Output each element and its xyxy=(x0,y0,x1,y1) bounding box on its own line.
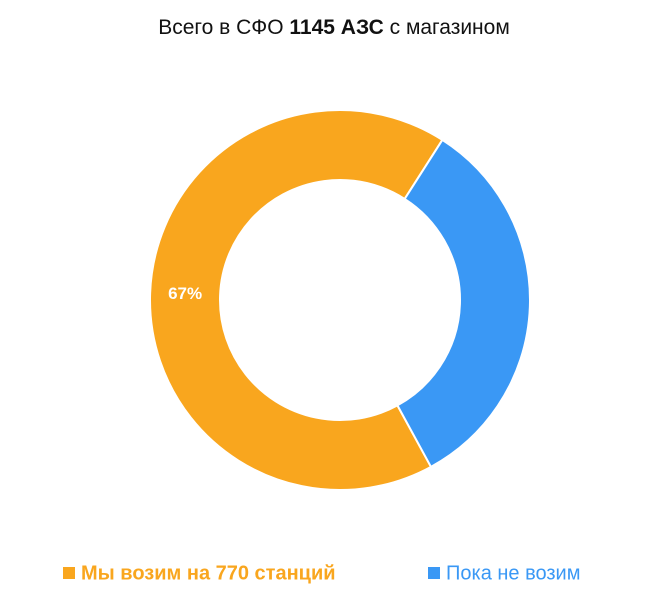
legend-label: Мы возим на 770 станций xyxy=(81,562,336,584)
donut-segment xyxy=(149,109,444,491)
title-part: 1145 АЗС xyxy=(289,16,383,39)
legend-swatch xyxy=(428,567,440,579)
chart-title: Всего в СФО 1145 АЗС с магазином xyxy=(158,16,510,39)
legend-swatch xyxy=(63,567,75,579)
title-part: с магазином xyxy=(390,16,510,39)
data-label: 67% xyxy=(168,284,202,303)
donut-segment xyxy=(396,138,531,469)
legend-label: Пока не возим xyxy=(446,562,580,584)
title-part: Всего в СФО xyxy=(158,16,283,39)
